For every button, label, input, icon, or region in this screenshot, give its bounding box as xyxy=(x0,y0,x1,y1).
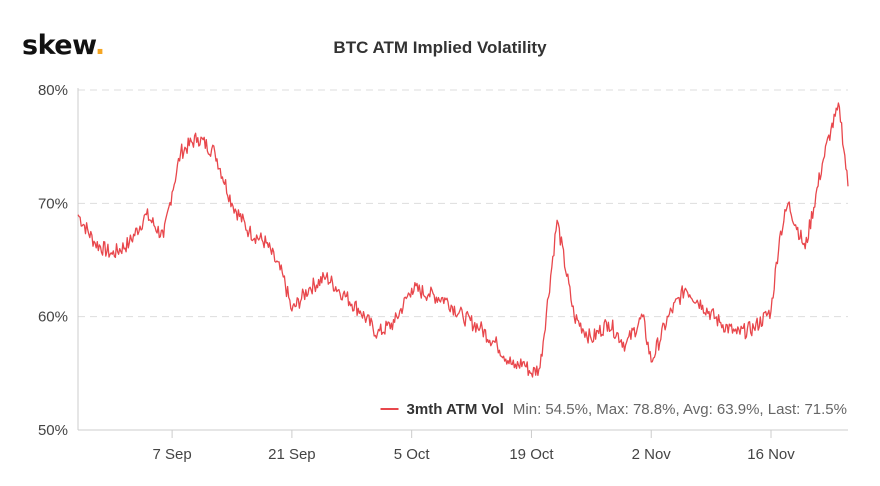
legend[interactable]: 3mth ATM Vol Min: 54.5%, Max: 78.8%, Avg… xyxy=(380,401,847,418)
x-tick-label: 2 Nov xyxy=(632,446,672,463)
series-group xyxy=(77,102,849,378)
x-tick-label: 19 Oct xyxy=(509,446,554,463)
legend-series-stats: Min: 54.5%, Max: 78.8%, Avg: 63.9%, Last… xyxy=(513,401,847,418)
y-tick-label: 80% xyxy=(38,82,68,99)
x-tick-label: 5 Oct xyxy=(394,446,431,463)
skew-logo: skew. xyxy=(22,30,105,61)
legend-series-name: 3mth ATM Vol xyxy=(407,401,504,418)
y-tick-label: 50% xyxy=(38,422,68,439)
axes xyxy=(77,88,848,431)
legend-text: 3mth ATM Vol Min: 54.5%, Max: 78.8%, Avg… xyxy=(407,401,847,418)
x-axis-ticks: 7 Sep 21 Sep 5 Oct 19 Oct 2 Nov 16 Nov xyxy=(153,430,795,463)
x-tick-label: 21 Sep xyxy=(268,446,316,463)
x-tick-label: 16 Nov xyxy=(747,446,795,463)
chart-title: BTC ATM Implied Volatility xyxy=(333,38,547,57)
y-tick-label: 70% xyxy=(38,195,68,212)
y-axis-ticks: 50% 60% 70% 80% xyxy=(38,82,68,439)
grid-lines xyxy=(78,89,848,318)
x-tick-label: 7 Sep xyxy=(153,446,192,463)
y-tick-label: 60% xyxy=(38,309,68,326)
series-line-3mth-atm-vol xyxy=(77,102,849,378)
